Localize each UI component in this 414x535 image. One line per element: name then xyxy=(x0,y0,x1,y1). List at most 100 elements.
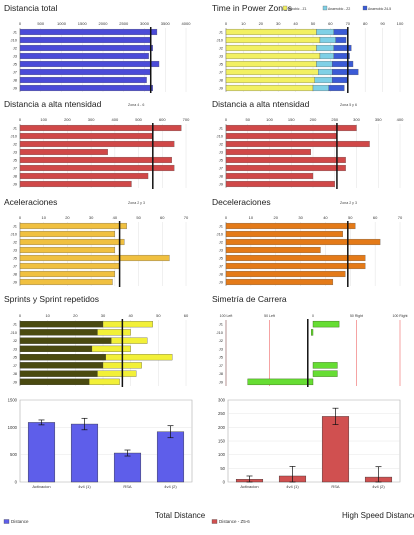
bar-segment xyxy=(331,76,348,84)
tick-label: 0 xyxy=(225,21,228,26)
column-chart-8: 0 500 1000 1500 Activacion 4v4 (1) RSA 4v4 (2) D… xyxy=(3,398,193,524)
tick-label: 400 xyxy=(112,117,119,122)
legend-label: Anaerobic Z4-5 xyxy=(368,7,391,11)
bar xyxy=(19,148,108,156)
tick-label: 3500 xyxy=(161,21,171,26)
footer-left-label: Total Distance xyxy=(155,511,206,520)
category-label: J8 xyxy=(219,371,224,376)
category-label: J2 xyxy=(219,240,224,245)
tick-label: 0 xyxy=(15,480,18,485)
tick-label: 10 xyxy=(45,313,50,318)
bar xyxy=(19,36,151,44)
bar xyxy=(19,230,116,238)
category-label: J7 xyxy=(219,363,224,368)
tick-label: 0 xyxy=(223,480,226,485)
tick-label: 10 xyxy=(241,21,246,26)
category-label: J1 xyxy=(13,30,18,35)
bar xyxy=(19,132,153,140)
tick-label: 0 xyxy=(225,117,228,122)
bar xyxy=(19,44,153,52)
category-label: J7 xyxy=(219,264,224,269)
tick-label: 60 xyxy=(184,313,189,318)
category-label: J1 xyxy=(13,322,18,327)
category-label: J5 xyxy=(219,62,224,67)
bar-segment xyxy=(225,44,317,52)
bar-segment xyxy=(225,84,314,92)
tick-label: 0 xyxy=(19,117,22,122)
tick-label: 60 xyxy=(160,215,165,220)
bar-segment xyxy=(333,28,348,36)
category-label: J9 xyxy=(13,280,18,285)
category-label: 4v4 (1) xyxy=(78,484,91,489)
chart-subtitle: Zona 4 - 6 xyxy=(128,103,144,107)
tick-label: 0 xyxy=(19,215,22,220)
tick-label: 500 xyxy=(10,452,18,457)
category-label: J9 xyxy=(13,86,18,91)
tick-label: 100 xyxy=(397,21,404,26)
category-label: J3 xyxy=(219,248,224,253)
tick-label: 10 xyxy=(249,215,254,220)
legend-swatch xyxy=(322,5,328,11)
chart-title: Distancia total xyxy=(4,3,57,13)
bar xyxy=(19,270,116,278)
category-label: J1 xyxy=(219,322,224,327)
bar xyxy=(225,172,314,180)
category-label: J5 xyxy=(219,158,224,163)
tick-label: 100 Left xyxy=(220,314,233,318)
chart-title: Simetría de Carrera xyxy=(212,294,287,304)
bar xyxy=(19,246,116,254)
tick-label: 0 xyxy=(312,314,314,318)
category-label: J10 xyxy=(217,38,224,43)
bar-segment xyxy=(225,36,321,44)
category-label: J3 xyxy=(13,248,18,253)
legend-label: Aerobic - Z1 xyxy=(288,7,307,11)
bar xyxy=(312,370,338,377)
category-label: J9 xyxy=(13,379,18,384)
tick-label: 150 xyxy=(218,439,226,444)
bar-segment xyxy=(225,52,321,60)
tick-label: 300 xyxy=(88,117,95,122)
tick-label: 3000 xyxy=(140,21,150,26)
bar xyxy=(156,431,185,483)
bar xyxy=(225,132,338,140)
category-label: J10 xyxy=(217,330,224,335)
bar-segment xyxy=(225,76,315,84)
tick-label: 100 Right xyxy=(393,314,408,318)
chart-panel-1: Time in Power Zones 0 10 20 30 40 50 60 70 80 90 10… xyxy=(212,3,404,93)
category-label: J7 xyxy=(219,166,224,171)
bar-segment xyxy=(316,28,335,36)
tick-label: 600 xyxy=(159,117,166,122)
category-label: J3 xyxy=(219,150,224,155)
bar-segment xyxy=(225,28,317,36)
bar xyxy=(19,68,151,76)
tick-label: 2000 xyxy=(99,21,109,26)
tick-label: 100 xyxy=(218,452,226,457)
bar xyxy=(19,180,132,188)
category-label: 4v4 (2) xyxy=(164,484,177,489)
category-label: J7 xyxy=(13,264,18,269)
category-label: J2 xyxy=(13,142,18,147)
category-label: J7 xyxy=(13,70,18,75)
category-label: J1 xyxy=(219,30,224,35)
tick-label: 70 xyxy=(346,21,351,26)
chart-panel-6: Sprints y Sprint repetidos 0 10 20 30 40 50 60 J… xyxy=(4,294,189,387)
legend-swatch xyxy=(282,5,288,11)
bar xyxy=(19,84,153,92)
bar xyxy=(19,329,98,336)
tick-label: 0 xyxy=(225,215,228,220)
tick-label: 200 xyxy=(64,117,71,122)
bar xyxy=(19,345,93,352)
category-label: J3 xyxy=(219,346,224,351)
category-label: J3 xyxy=(13,54,18,59)
bar-segment xyxy=(318,68,333,76)
bar xyxy=(19,378,90,385)
bar xyxy=(312,320,340,328)
tick-label: 70 xyxy=(184,215,189,220)
category-label: 4v4 (1) xyxy=(286,484,299,489)
category-label: J8 xyxy=(13,272,18,277)
category-label: J3 xyxy=(13,150,18,155)
category-label: J10 xyxy=(11,330,18,335)
bar xyxy=(225,246,321,254)
category-label: J8 xyxy=(13,371,18,376)
